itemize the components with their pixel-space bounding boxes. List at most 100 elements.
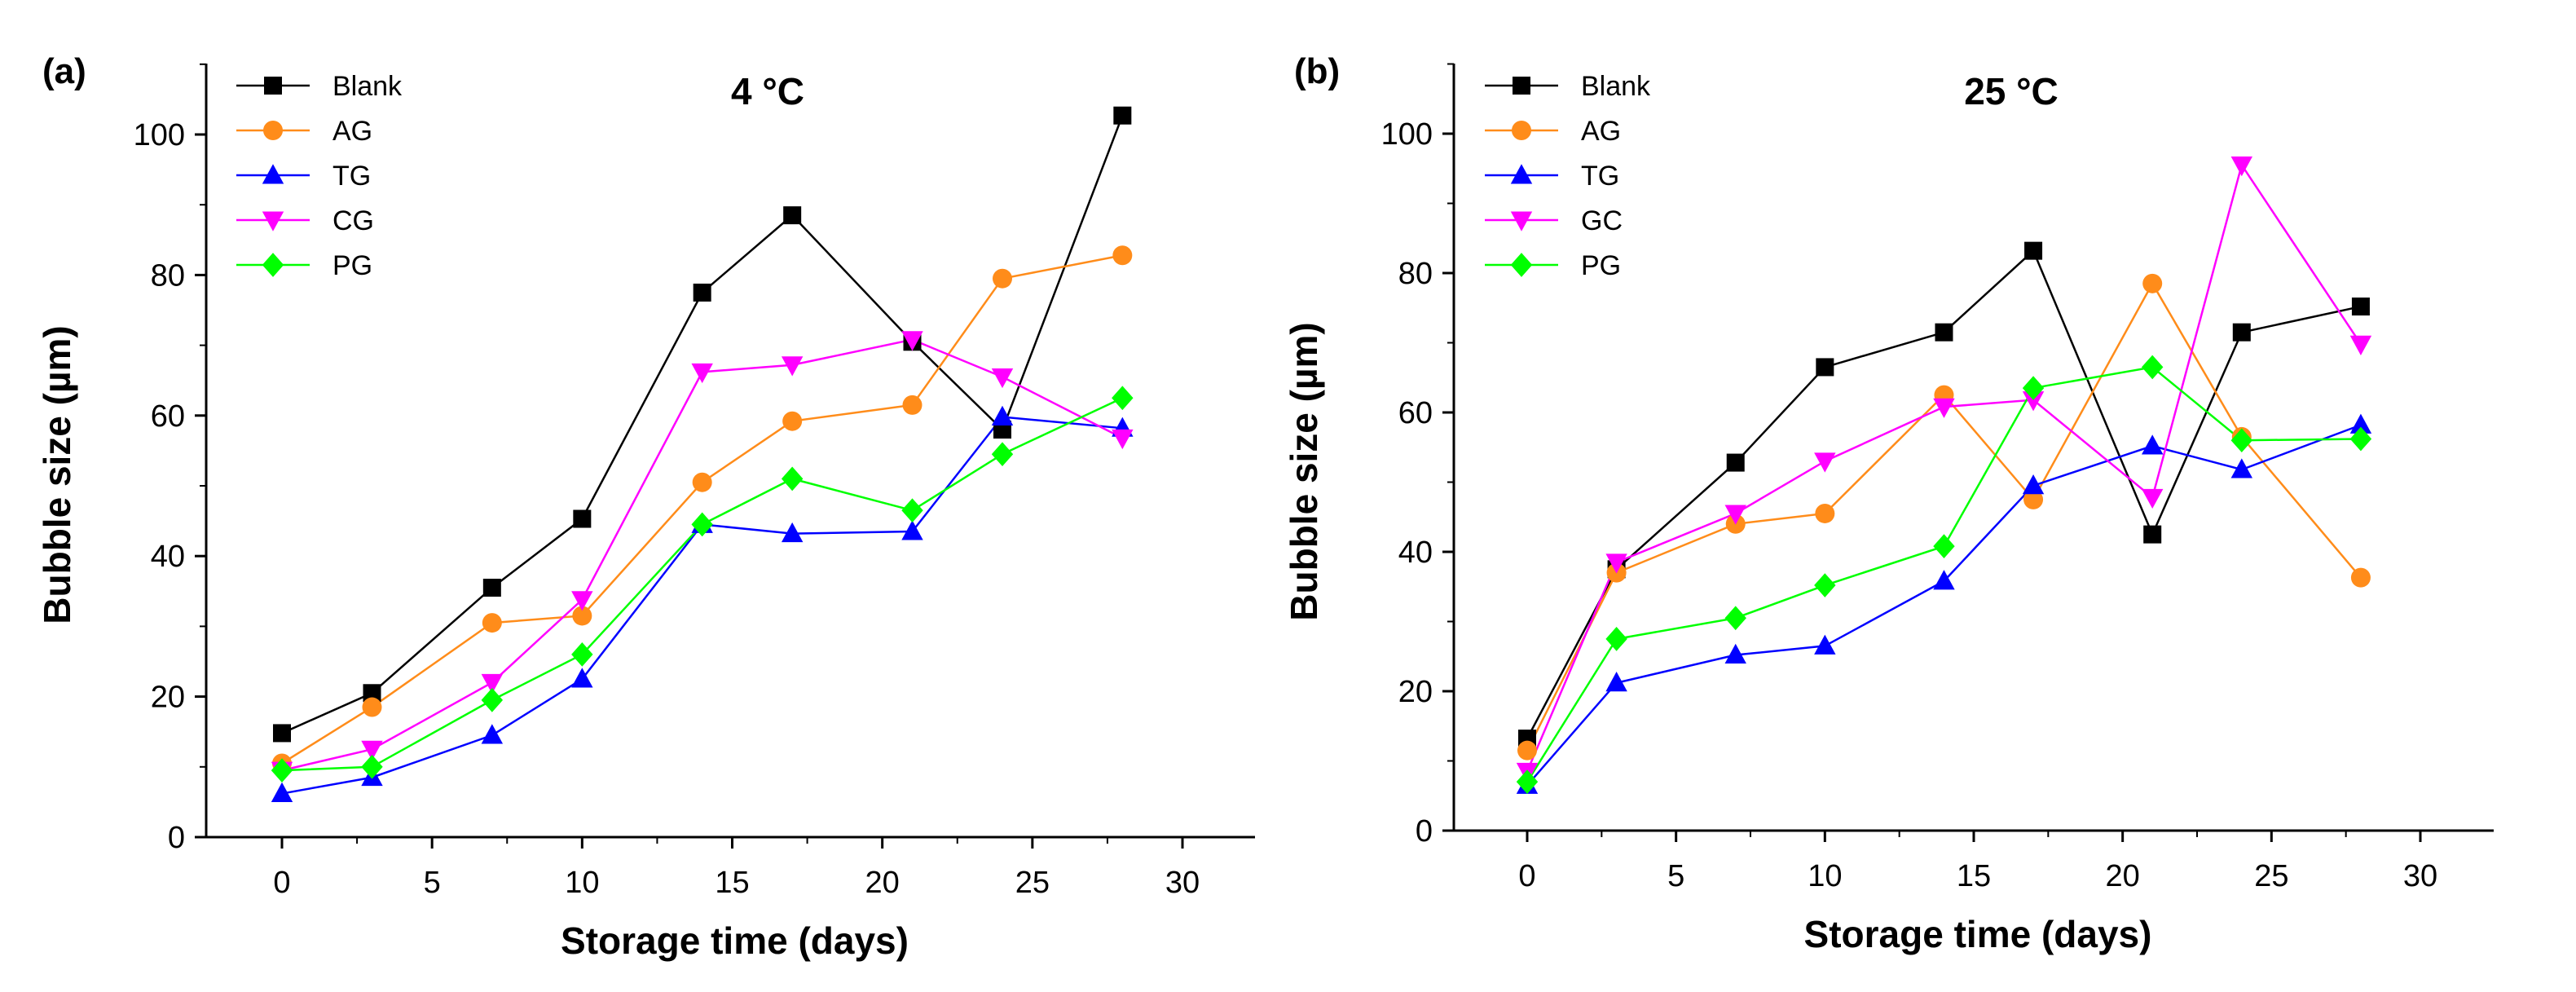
data-point-blank — [2143, 525, 2162, 544]
y-tick-label: 60 — [1398, 396, 1433, 430]
legend-label: CG — [332, 205, 374, 236]
x-tick-label: 0 — [1518, 859, 1535, 893]
data-point-tg — [481, 724, 504, 744]
data-point-ag — [692, 472, 712, 492]
data-point-pg — [1724, 606, 1746, 631]
data-point-tg — [2022, 474, 2045, 495]
data-point-ag — [482, 613, 502, 633]
y-tick-label: 40 — [1398, 536, 1433, 570]
chart-title: 4 °C — [731, 70, 804, 112]
x-tick-label: 15 — [715, 866, 749, 900]
data-point-cg — [571, 591, 593, 611]
x-tick-label: 25 — [1015, 866, 1050, 900]
data-point-ag — [993, 268, 1012, 289]
data-point-tg — [781, 522, 804, 543]
legend-label: TG — [1581, 161, 1619, 192]
data-point-ag — [362, 697, 382, 717]
x-tick-label: 10 — [1808, 859, 1842, 893]
data-point-tg — [571, 668, 593, 688]
panel-label: (a) — [42, 51, 86, 91]
data-point-tg — [2349, 413, 2372, 434]
legend-label: Blank — [1581, 71, 1651, 102]
data-point-tg — [901, 520, 923, 540]
data-point-blank — [2232, 323, 2251, 342]
x-tick-label: 15 — [1957, 859, 1991, 893]
series-line-tg — [1526, 424, 2362, 787]
x-tick-label: 5 — [1667, 859, 1684, 893]
x-tick-label: 0 — [273, 866, 290, 900]
legend-marker — [263, 121, 283, 140]
data-point-blank — [363, 684, 381, 703]
data-point-ag — [2350, 567, 2371, 588]
data-point-ag — [902, 395, 923, 415]
data-point-pg — [481, 688, 504, 712]
y-tick-label: 0 — [1416, 814, 1433, 849]
legend-marker — [1510, 164, 1533, 184]
y-tick-label: 80 — [151, 258, 185, 293]
x-axis-title: Storage time (days) — [1804, 913, 2152, 955]
legend-marker — [1513, 77, 1530, 95]
chart-panel-b: 0 20 40 60 80 100 0 5 10 15 20 25 30 Storage time (da… — [1283, 51, 2494, 955]
data-point-blank — [2024, 241, 2043, 260]
y-axis-title: Bubble size (µm) — [1283, 322, 1325, 620]
y-tick-label: 80 — [1398, 257, 1433, 291]
data-point-gc — [1933, 398, 1955, 418]
legend-label: TG — [332, 161, 371, 192]
data-point-pg — [2230, 428, 2252, 453]
y-tick-label: 100 — [134, 118, 185, 152]
data-point-pg — [1814, 573, 1836, 597]
data-point-gc — [2142, 488, 2164, 509]
legend-label: AG — [1581, 116, 1621, 147]
data-point-cg — [481, 673, 504, 694]
data-point-tg — [1605, 671, 1627, 692]
x-tick-label: 30 — [1165, 866, 1200, 900]
data-point-pg — [2142, 355, 2164, 380]
y-axis-title: Bubble size (µm) — [36, 325, 78, 624]
x-tick-label: 20 — [2106, 859, 2140, 893]
series-line-ag — [281, 254, 1123, 765]
data-point-tg — [2230, 458, 2252, 478]
data-point-cg — [691, 363, 713, 384]
x-tick-label: 25 — [2254, 859, 2288, 893]
data-point-pg — [2022, 376, 2045, 400]
data-point-tg — [991, 405, 1014, 425]
legend-label: PG — [332, 250, 372, 281]
chart-title: 25 °C — [1964, 70, 2059, 112]
data-point-gc — [2349, 335, 2372, 355]
data-point-gc — [1605, 553, 1627, 574]
data-point-tg — [1933, 570, 1955, 590]
y-tick-label: 20 — [1398, 675, 1433, 709]
data-point-gc — [2022, 391, 2045, 412]
data-point-cg — [1112, 429, 1134, 450]
chart-panel-a: 0 20 40 60 80 100 0 5 10 15 20 25 30 Storage time (da… — [36, 51, 1255, 962]
data-point-ag — [782, 411, 803, 431]
data-point-gc — [2230, 157, 2252, 177]
legend-label: Blank — [332, 71, 403, 102]
y-tick-label: 40 — [151, 540, 185, 574]
y-tick-label: 100 — [1381, 117, 1433, 152]
series-line-ag — [1526, 281, 2362, 752]
data-point-ag — [2142, 273, 2163, 293]
data-point-cg — [781, 356, 804, 377]
x-tick-label: 30 — [2403, 859, 2437, 893]
data-point-pg — [271, 758, 293, 783]
data-point-gc — [1814, 452, 1836, 473]
data-point-blank — [2351, 298, 2370, 316]
y-tick-label: 60 — [151, 399, 185, 434]
data-point-gc — [1724, 505, 1746, 525]
data-point-ag — [1517, 740, 1537, 761]
legend-marker — [1510, 253, 1533, 277]
data-point-pg — [361, 754, 383, 779]
y-tick-label: 0 — [168, 821, 185, 855]
panel-label: (b) — [1294, 51, 1340, 91]
series-line-cg — [281, 338, 1123, 772]
data-point-blank — [783, 206, 802, 225]
data-point-ag — [572, 606, 592, 626]
x-tick-label: 20 — [865, 866, 900, 900]
x-axis-title: Storage time (days) — [561, 919, 909, 962]
data-point-pg — [901, 498, 923, 523]
data-point-pg — [1933, 534, 1955, 559]
legend-marker — [262, 164, 284, 184]
legend-marker — [262, 211, 284, 231]
legend-marker — [1510, 211, 1533, 231]
